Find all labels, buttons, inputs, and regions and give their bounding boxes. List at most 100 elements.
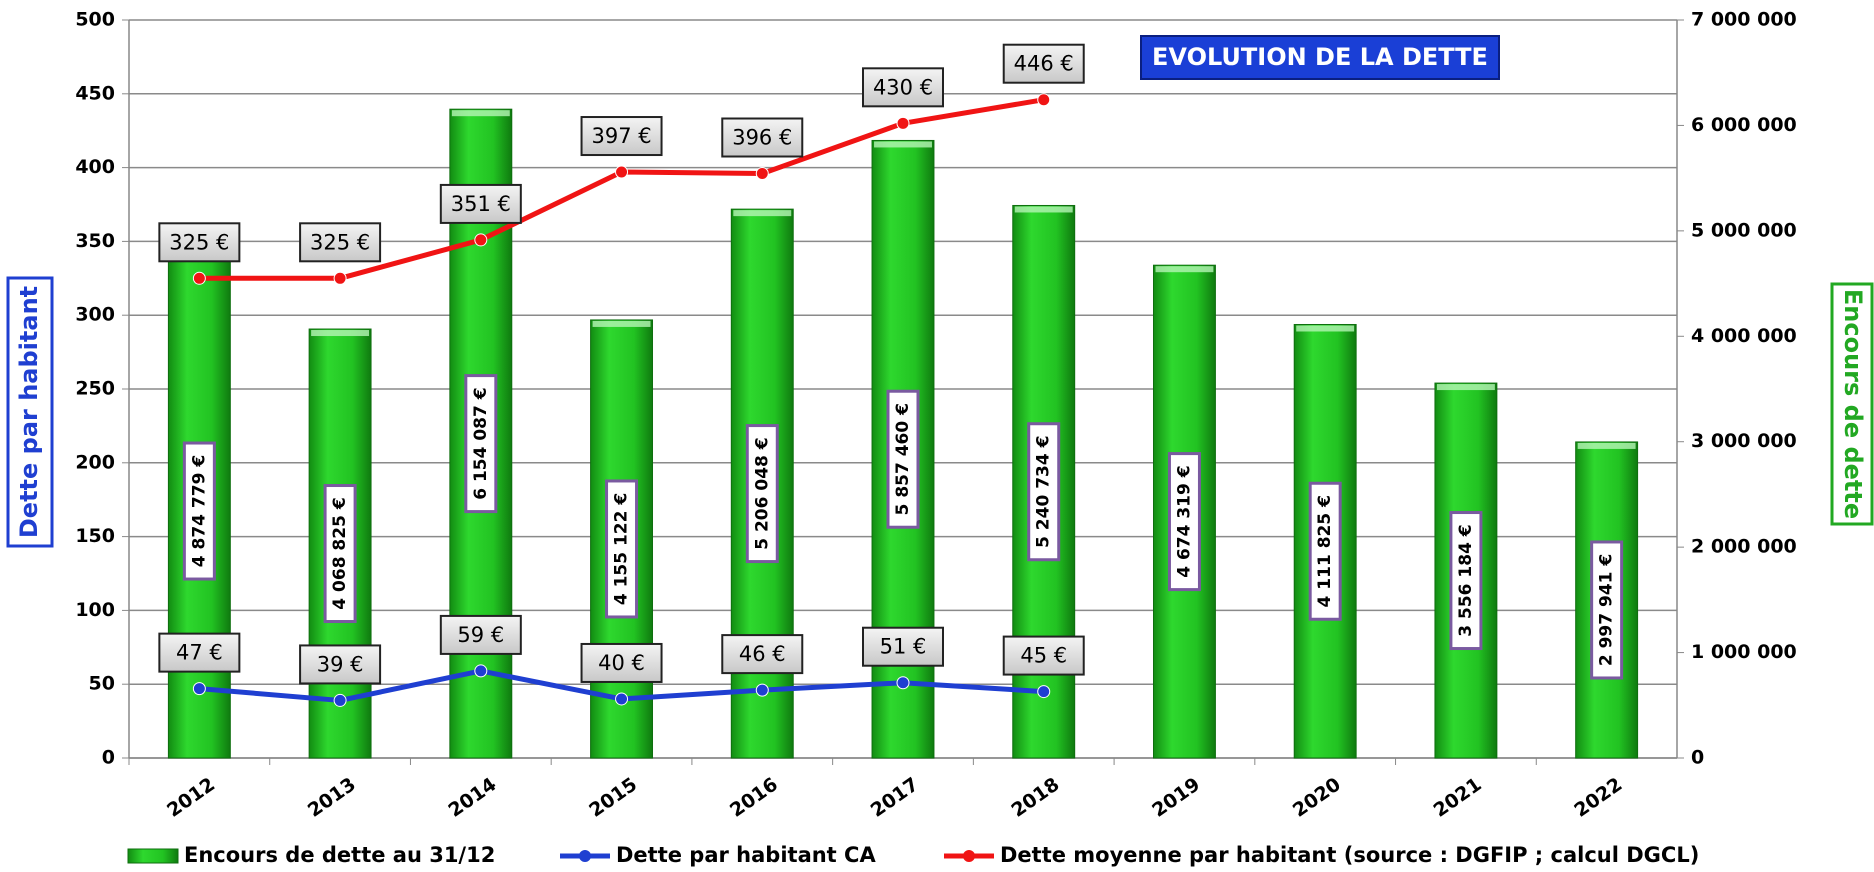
y2-tick-label: 2 000 000: [1691, 536, 1797, 558]
point-value-label: 430 €: [873, 75, 933, 99]
label-box: [439, 614, 522, 655]
bar-cap: [874, 141, 932, 148]
y2-tick-label: 6 000 000: [1691, 114, 1797, 136]
label-box: [1308, 481, 1342, 621]
bar-value-label: 2 997 941 €: [1597, 554, 1617, 666]
point-value-label: 47 €: [176, 641, 223, 665]
x-tick-label: 2012: [163, 773, 219, 821]
x-tick-label: 2019: [1148, 773, 1204, 821]
x-tick-label: 2020: [1289, 773, 1345, 821]
label-box: [886, 389, 920, 529]
x-tick-label: 2021: [1430, 773, 1486, 821]
point-value-label: 39 €: [317, 652, 364, 676]
legend-label: Dette par habitant CA: [616, 843, 876, 867]
bar-cap: [1155, 266, 1214, 273]
x-tick-label: 2013: [304, 773, 360, 821]
legend-swatch: [579, 850, 591, 862]
legend-swatch: [127, 848, 179, 864]
point-value-label: 446 €: [1014, 52, 1074, 76]
point: [615, 165, 629, 179]
label-box: [1002, 43, 1085, 84]
x-tick-label: 2016: [726, 773, 782, 821]
point: [192, 271, 206, 285]
point-value-label: 396 €: [732, 126, 792, 150]
x-tick-label: 2018: [1007, 773, 1063, 821]
label-box: [1027, 422, 1061, 562]
y-tick-label: 100: [75, 599, 115, 621]
point: [192, 682, 206, 696]
point-value-label: 45 €: [1020, 644, 1067, 668]
point-value-label: 40 €: [598, 651, 645, 675]
bar-cap: [733, 210, 792, 217]
y-tick-label: 200: [75, 451, 115, 473]
label-box: [182, 441, 216, 581]
label-box: [323, 484, 357, 624]
y2-tick-label: 7 000 000: [1691, 9, 1797, 31]
y2-tick-label: 1 000 000: [1691, 641, 1797, 663]
point: [1037, 93, 1051, 107]
bar-value-label: 4 111 825 €: [1315, 495, 1335, 607]
label-box: [862, 626, 944, 667]
y-tick-label: 350: [75, 230, 115, 252]
legend-swatch: [963, 850, 975, 862]
label-box: [299, 644, 382, 685]
label-box: [1167, 452, 1201, 592]
y-label-box: [6, 276, 54, 548]
label-box: [580, 642, 663, 683]
label-box: [862, 67, 944, 108]
point: [615, 692, 629, 706]
label-box: [464, 374, 498, 514]
y-tick-label: 150: [75, 525, 115, 547]
label-box: [745, 424, 779, 564]
bar-value-label: 6 154 087 €: [471, 387, 491, 499]
point: [333, 693, 347, 707]
label-box: [721, 117, 804, 158]
bar-cap: [592, 320, 651, 327]
point: [474, 233, 488, 247]
point-value-label: 325 €: [169, 230, 229, 254]
y-tick-label: 0: [102, 747, 115, 769]
title-box: [1140, 35, 1500, 80]
point-value-label: 59 €: [457, 623, 504, 647]
point: [474, 664, 488, 678]
label-box: [721, 634, 804, 675]
bar-cap: [1014, 206, 1073, 213]
y-tick-label: 450: [75, 82, 115, 104]
y2-tick-label: 5 000 000: [1691, 219, 1797, 241]
bar: [1575, 441, 1639, 759]
point: [896, 676, 910, 690]
point: [333, 271, 347, 285]
x-tick-label: 2017: [867, 773, 923, 821]
legend-label: Encours de dette au 31/12: [184, 843, 495, 867]
label-box: [158, 632, 241, 673]
point: [1037, 685, 1051, 699]
bar-cap: [1296, 325, 1355, 332]
y-tick-label: 250: [75, 378, 115, 400]
y2-tick-label: 0: [1691, 747, 1704, 769]
label-box: [1590, 540, 1624, 680]
y-axis-label: Dette par habitant: [15, 286, 43, 538]
bar-value-label: 4 068 825 €: [330, 497, 350, 609]
point-value-label: 46 €: [739, 642, 786, 666]
label-box: [580, 116, 663, 157]
label-box: [1449, 511, 1483, 651]
y-tick-label: 50: [89, 673, 115, 695]
point: [755, 167, 769, 181]
label-box: [1002, 635, 1085, 676]
point-value-label: 397 €: [591, 124, 651, 148]
legend-label: Dette moyenne par habitant (source : DGF…: [1000, 843, 1699, 867]
bar-value-label: 4 874 779 €: [189, 455, 209, 567]
bar-cap: [1436, 384, 1495, 391]
x-tick-label: 2015: [585, 773, 641, 821]
point: [896, 116, 910, 130]
bar-value-label: 4 155 122 €: [612, 493, 632, 605]
y-tick-label: 300: [75, 304, 115, 326]
point-value-label: 351 €: [451, 192, 511, 216]
point: [755, 683, 769, 697]
bar-value-label: 4 674 319 €: [1174, 465, 1194, 577]
y2-tick-label: 4 000 000: [1691, 325, 1797, 347]
label-box: [158, 222, 241, 263]
bar-value-label: 5 206 048 €: [752, 437, 772, 549]
y2-axis-label: Encours de dette: [1839, 289, 1867, 519]
